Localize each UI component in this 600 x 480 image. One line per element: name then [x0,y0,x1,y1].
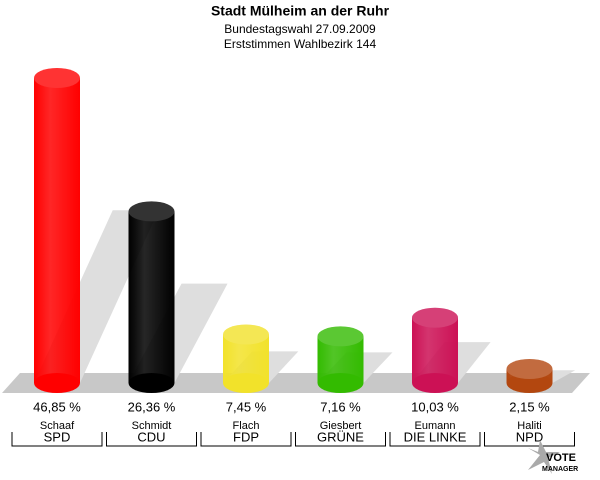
bar-top [128,201,175,222]
value-label: 7,16 % [320,399,361,414]
candidate-label: Eumann [415,420,456,432]
candidate-label: Schmidt [132,420,172,432]
bar-top-shine [223,324,269,345]
category-label: FDP [233,429,259,444]
bar-top [317,326,364,347]
bar-top [223,324,269,345]
category-label: NPD [516,429,543,444]
bar-top [34,68,80,88]
category-label: CDU [137,429,165,444]
category-label: SPD [44,429,71,444]
logo-text: VOTE [546,452,576,464]
candidate-label: Flach [233,420,260,432]
bar-top-shine [317,326,364,347]
category-label: DIE LINKE [404,429,467,444]
category-label: GRÜNE [317,429,364,444]
candidate-label: Schaaf [40,420,75,432]
bar [128,211,175,383]
logo-text: MANAGER [542,466,578,473]
logo-icon [528,440,560,474]
candidate-label: Giesbert [320,420,362,432]
logo: VOTE MANAGER [528,440,578,474]
floor [2,373,590,393]
category-bracket [200,432,292,447]
bar-top-shine [506,359,553,380]
bar-top-shine [128,201,175,222]
bar [34,78,80,383]
value-label: 2,15 % [509,399,550,414]
value-label: 7,45 % [226,399,267,414]
value-label: 10,03 % [411,399,459,414]
category-bracket [11,432,103,447]
category-bracket [484,432,575,447]
category-bracket [106,432,197,447]
bar-top-shine [412,307,458,328]
category-bracket [295,432,386,447]
chart-subtitle: Bundestagswahl 27.09.2009 [224,22,376,36]
chart-subtitle: Erststimmen Wahlbezirk 144 [224,37,377,51]
bar-top [412,307,458,328]
bar-top-shine [34,68,80,88]
candidate-label: Haliti [517,420,541,432]
value-label: 26,36 % [128,399,176,414]
bar [412,317,458,383]
chart-title: Stadt Mülheim an der Ruhr [211,3,390,19]
category-bracket [389,432,481,447]
bar-top [506,359,553,380]
value-label: 46,85 % [33,399,81,414]
